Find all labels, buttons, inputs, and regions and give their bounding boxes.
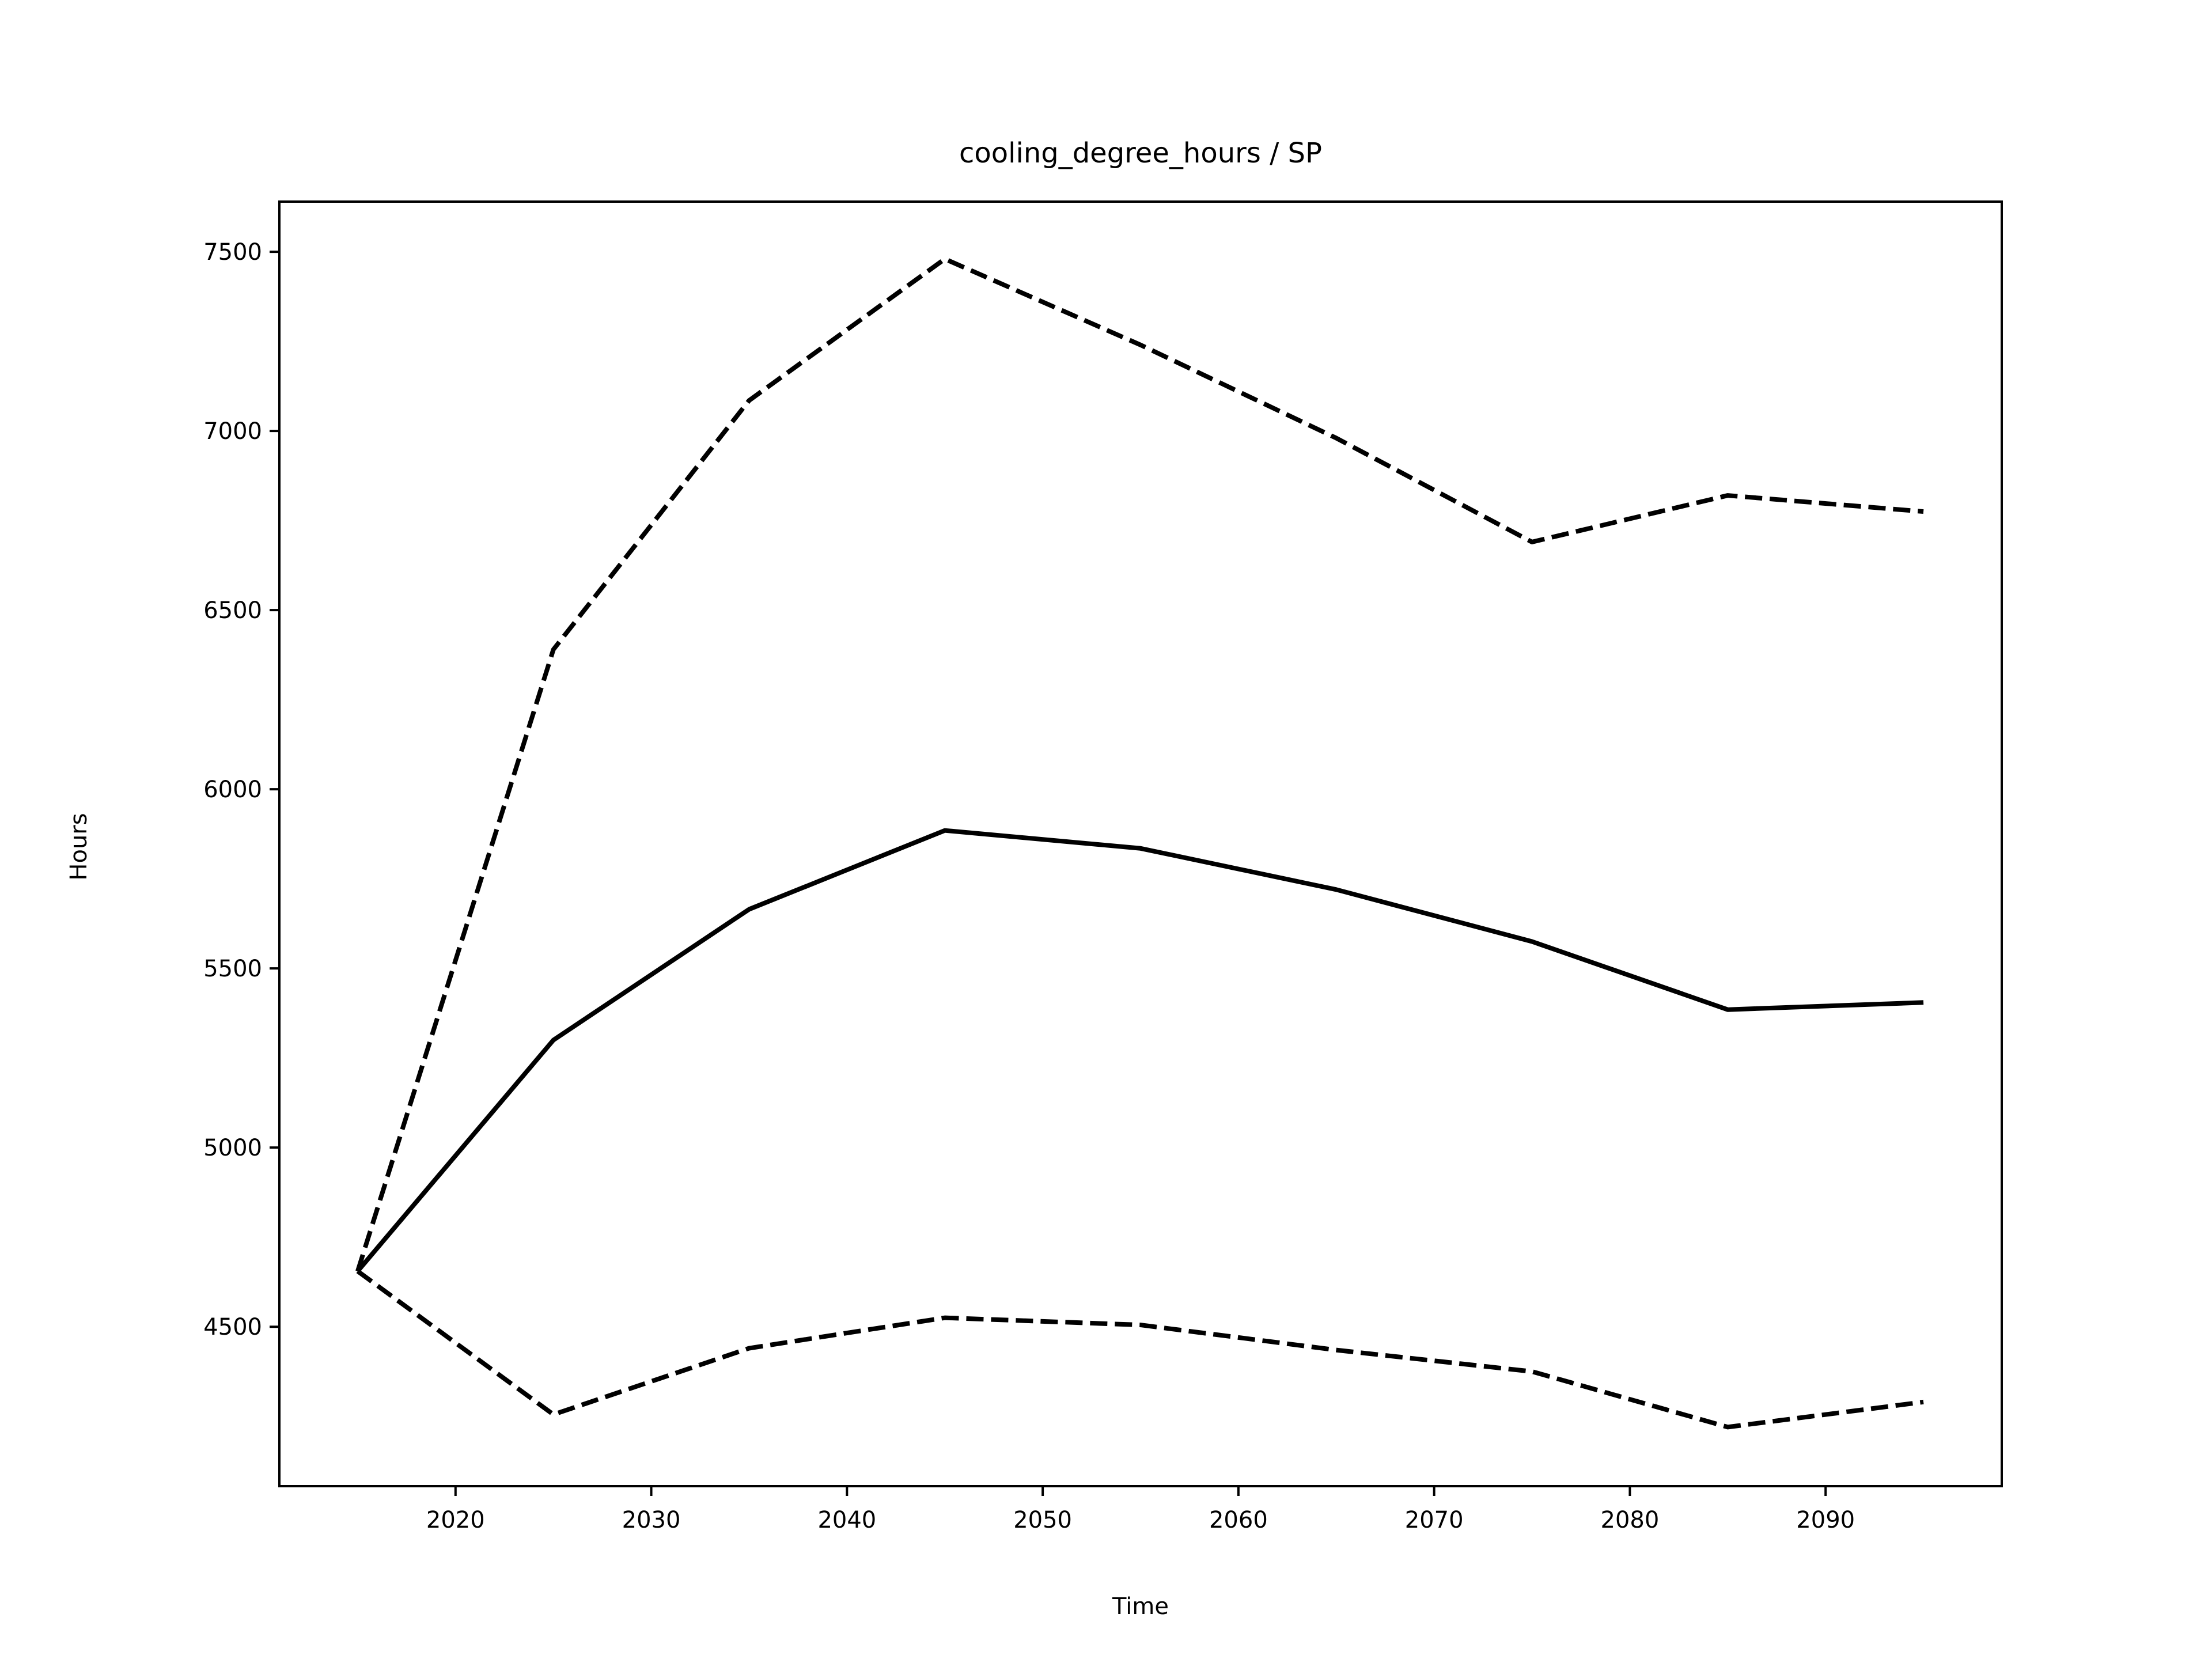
x-tick-label: 2040 [817, 1507, 876, 1533]
x-tick-label: 2020 [426, 1507, 485, 1533]
x-tick-label: 2030 [622, 1507, 681, 1533]
chart-title: cooling_degree_hours / SP [959, 137, 1322, 169]
y-tick-label: 7000 [203, 418, 262, 445]
x-axis-ticks: 2020 2030 2040 2050 2060 2070 2080 2090 [426, 1486, 1855, 1533]
x-tick-label: 2070 [1405, 1507, 1464, 1533]
y-tick-label: 7500 [203, 239, 262, 266]
y-axis-ticks: 4500 5000 5500 6000 6500 7000 7500 [203, 239, 279, 1340]
x-tick-label: 2060 [1209, 1507, 1268, 1533]
series-line-1-solid [355, 828, 1924, 1273]
y-tick-label: 5000 [203, 1135, 262, 1161]
series-line-2-dashed [356, 1269, 1924, 1430]
y-tick-label: 4500 [203, 1314, 262, 1340]
x-tick-label: 2080 [1601, 1507, 1660, 1533]
series-line-0-dashed [355, 256, 1924, 1272]
plot-frame [278, 200, 2003, 1487]
x-tick-label: 2050 [1013, 1507, 1072, 1533]
y-tick-label: 6000 [203, 777, 262, 803]
series-layer [355, 256, 1924, 1430]
y-tick-label: 5500 [203, 956, 262, 982]
x-tick-label: 2090 [1796, 1507, 1855, 1533]
y-axis-label: Hours [66, 813, 92, 880]
x-axis-label: Time [1112, 1593, 1169, 1620]
y-tick-label: 6500 [203, 597, 262, 624]
